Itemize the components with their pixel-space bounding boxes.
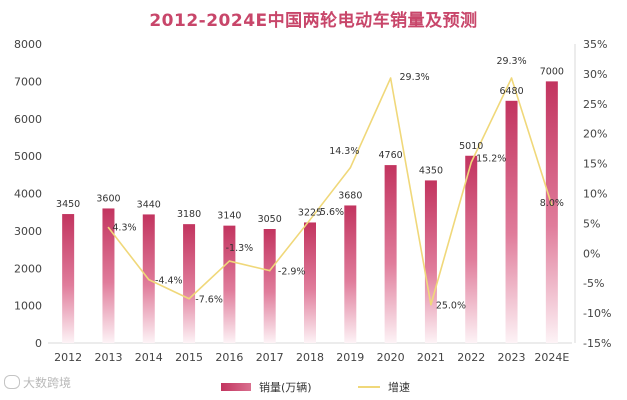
- y-left-tick-label: 7000: [14, 75, 42, 88]
- growth-value-label: 29.3%: [400, 72, 430, 83]
- x-tick-label: 2016: [215, 351, 243, 364]
- growth-point: [470, 161, 473, 164]
- bar-value-label: 7000: [540, 66, 564, 77]
- chart-axes: 0 1000 2000 3000 4000 5000 6000 7000 8000 -15% -10…: [14, 38, 611, 364]
- growth-value-label: -7.6%: [195, 295, 223, 306]
- y-left-tick-label: 1000: [14, 300, 42, 313]
- chart-title: 2012-2024E中国两轮电动车销量及预测: [149, 11, 478, 31]
- growth-value-label: 14.3%: [329, 146, 359, 157]
- y-right-tick-label: -5%: [583, 277, 604, 290]
- bar: [183, 224, 196, 343]
- growth-value-label: 5.6%: [320, 207, 344, 218]
- bar-value-label: 3440: [137, 199, 161, 210]
- bar: [465, 155, 478, 343]
- bar: [304, 222, 316, 343]
- bar: [223, 225, 236, 343]
- bar-value-label: 4760: [379, 150, 403, 161]
- bar-value-label: 3050: [258, 214, 282, 225]
- y-right-tick-label: 35%: [583, 38, 607, 51]
- bar: [424, 180, 437, 343]
- growth-point: [107, 226, 110, 229]
- legend-bar-swatch: [221, 383, 251, 391]
- x-tick-label: 2018: [296, 351, 324, 364]
- x-tick-label: 2020: [377, 351, 405, 364]
- bar-value-label: 3140: [217, 211, 241, 222]
- bar: [102, 208, 115, 343]
- legend-bar-label: 销量(万辆): [259, 381, 312, 394]
- bar: [263, 229, 276, 343]
- bar: [384, 165, 397, 343]
- bar-series: [62, 81, 558, 343]
- x-tick-label: 2017: [256, 351, 284, 364]
- x-tick-label: 2012: [54, 351, 82, 364]
- y-right-tick-label: 5%: [583, 217, 600, 230]
- legend-line: 增速: [358, 379, 410, 395]
- y-left-tick-label: 6000: [14, 113, 42, 126]
- watermark-icon: [4, 375, 20, 389]
- y-left-tick-label: 8000: [14, 38, 42, 51]
- growth-line: [107, 77, 553, 306]
- y-right-tick-label: 30%: [583, 68, 607, 81]
- growth-point: [147, 278, 150, 281]
- growth-point: [430, 303, 432, 306]
- x-tick-label: 2014: [135, 351, 163, 364]
- legend-line-swatch: [358, 386, 380, 388]
- growth-point: [268, 269, 271, 272]
- bar-value-label: 3680: [338, 190, 362, 201]
- growth-value-label: -1.3%: [226, 243, 254, 254]
- data-labels: 3450 3600 3440 3180 3140 3050 3225 3680 4760 4350…: [56, 56, 564, 312]
- line-series: [107, 77, 553, 306]
- growth-point: [510, 77, 513, 79]
- bar: [62, 214, 75, 343]
- growth-point: [349, 166, 352, 169]
- legend-bar: 销量(万辆): [221, 379, 312, 395]
- growth-value-label: 4.3%: [112, 223, 136, 234]
- y-left-tick-label: 3000: [14, 225, 42, 238]
- growth-value-label: 15.2%: [476, 153, 506, 164]
- bar-value-label: 4350: [419, 165, 443, 176]
- watermark-text: 大数跨境: [23, 376, 72, 390]
- bar: [505, 100, 518, 343]
- bar: [344, 205, 357, 343]
- y-right-tick-label: 25%: [583, 98, 607, 111]
- growth-value-label: -4.4%: [155, 276, 183, 287]
- bar-value-label: 3600: [96, 193, 120, 204]
- bar-value-label: 6480: [499, 86, 523, 97]
- y-left-tick-label: 4000: [14, 188, 42, 201]
- growth-point: [228, 260, 231, 262]
- y-right-tick-label: 10%: [583, 188, 607, 201]
- x-tick-label: 2021: [417, 351, 445, 364]
- bar: [545, 81, 558, 343]
- legend-line-label: 增速: [388, 381, 410, 394]
- watermark: 大数跨境: [4, 374, 71, 391]
- growth-value-label: -2.9%: [278, 267, 306, 278]
- y-right-tick-label: 20%: [583, 128, 607, 141]
- y-right-tick-label: -15%: [583, 337, 611, 350]
- bar-value-label: 3180: [177, 209, 201, 220]
- growth-point: [551, 204, 553, 207]
- y-right-tick-label: 0%: [583, 247, 600, 260]
- growth-point: [188, 297, 190, 300]
- x-tick-label: 2024E: [534, 351, 569, 364]
- growth-point: [389, 77, 392, 79]
- y-right-tick-label: 15%: [583, 158, 607, 171]
- y-left-tick-label: 5000: [14, 150, 42, 163]
- growth-value-label: 29.3%: [496, 56, 526, 67]
- y-left-tick-label: 0: [35, 337, 42, 350]
- growth-value-label: 25.0%: [436, 301, 466, 312]
- x-tick-label: 2022: [457, 351, 485, 364]
- x-tick-label: 2013: [94, 351, 122, 364]
- bar-value-label: 5010: [459, 141, 483, 152]
- growth-value-label: 8.0%: [540, 198, 564, 209]
- growth-point: [309, 219, 311, 221]
- y-left-tick-label: 2000: [14, 262, 42, 275]
- bar-value-label: 3225: [298, 207, 322, 218]
- bar-value-label: 3450: [56, 199, 80, 210]
- x-tick-label: 2015: [175, 351, 203, 364]
- y-right-tick-label: -10%: [583, 307, 611, 320]
- x-tick-label: 2019: [336, 351, 364, 364]
- x-tick-label: 2023: [498, 351, 526, 364]
